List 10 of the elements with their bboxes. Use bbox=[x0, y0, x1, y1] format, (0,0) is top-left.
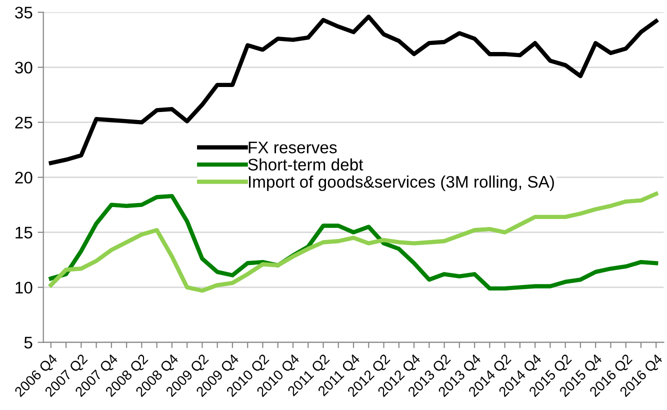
y-tick-label: 25 bbox=[15, 116, 32, 129]
y-tick-label: 30 bbox=[15, 62, 32, 74]
y-tick-label: 10 bbox=[16, 282, 32, 294]
y-tick-label: 15 bbox=[16, 226, 32, 239]
legend-label: FX reserves bbox=[248, 142, 337, 154]
y-tick-label: 20 bbox=[15, 172, 32, 184]
y-tick-label: 35 bbox=[15, 6, 32, 19]
legend-label: Import of goods&services (3M rolling, SA) bbox=[249, 176, 554, 192]
y-tick-label: 5 bbox=[24, 336, 32, 349]
legend-label: Short-term debt bbox=[248, 158, 364, 171]
